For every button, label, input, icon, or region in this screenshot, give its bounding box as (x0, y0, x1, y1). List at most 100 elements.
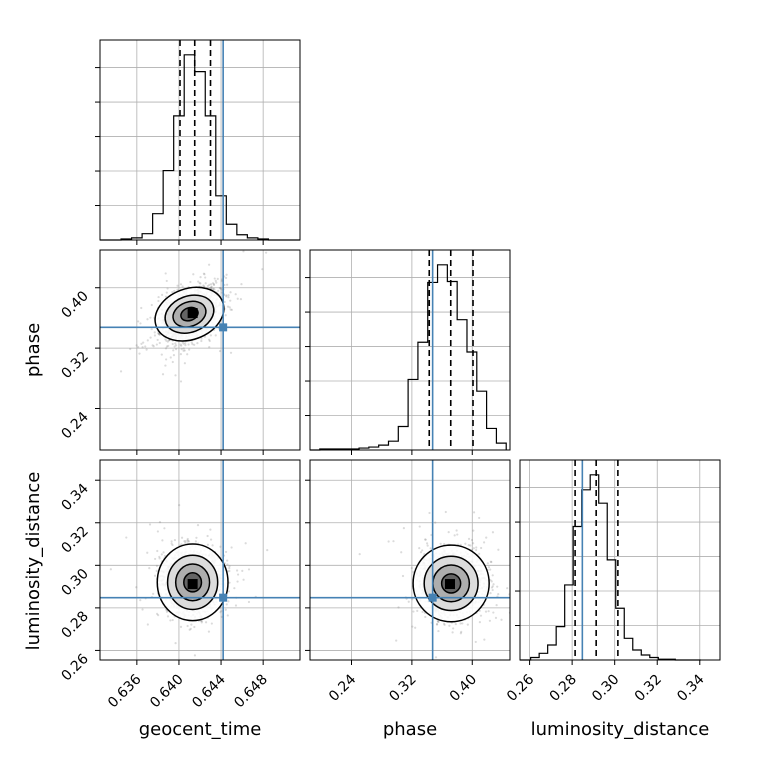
scatter-point (480, 546, 483, 550)
scatter-point (164, 272, 167, 275)
scatter-point (176, 288, 179, 291)
scatter-point (197, 280, 200, 283)
scatter-point (184, 343, 187, 347)
scatter-point (152, 345, 155, 348)
scatter-point (435, 623, 439, 626)
scatter-point (483, 638, 486, 641)
scatter-point (125, 536, 128, 539)
ytick-label-luminosity-distance: 0.34 (58, 481, 91, 514)
panel-content (100, 250, 300, 450)
scatter-point (207, 630, 211, 633)
scatter-point (209, 283, 213, 286)
scatter-point (475, 548, 478, 552)
scatter-point (162, 551, 165, 554)
scatter-point (213, 288, 216, 291)
scatter-point (213, 277, 216, 280)
scatter-point (193, 625, 196, 629)
ylabel-luminosity-distance: luminosity_distance (23, 472, 44, 651)
scatter-point (220, 615, 223, 618)
scatter-point (436, 620, 440, 623)
scatter-point (164, 338, 167, 341)
scatter-point (400, 551, 403, 554)
scatter-point (411, 625, 414, 628)
scatter-point (200, 621, 203, 624)
scatter-point (225, 294, 228, 297)
scatter-panel-geocent-time-luminosity-distance (100, 460, 300, 664)
scatter-point (195, 536, 198, 539)
scatter-point (156, 549, 159, 553)
scatter-point (227, 296, 230, 299)
scatter-point (148, 567, 151, 570)
scatter-point (506, 587, 509, 590)
scatter-point (489, 578, 492, 582)
scatter-point (428, 511, 431, 515)
scatter-point (156, 338, 159, 342)
scatter-point (109, 568, 112, 571)
scatter-point (228, 567, 231, 570)
scatter-point (456, 533, 459, 536)
scatter-point (491, 585, 494, 588)
scatter-point (144, 345, 147, 348)
scatter-point (148, 523, 152, 526)
scatter-point (434, 656, 438, 659)
hist-steps (310, 264, 507, 451)
scatter-point (418, 547, 421, 550)
xtick-label-luminosity-distance: 0.30 (589, 672, 622, 705)
scatter-point (139, 322, 142, 325)
scatter-point (204, 282, 207, 285)
scatter-point (196, 660, 198, 662)
scatter-point (170, 542, 173, 545)
scatter-point (228, 581, 231, 584)
scatter-point (202, 285, 206, 288)
scatter-point (264, 251, 268, 254)
panel-content (100, 460, 300, 664)
scatter-point (500, 618, 503, 621)
scatter-point (161, 373, 165, 376)
scatter-point (216, 277, 219, 280)
scatter-point (202, 272, 206, 275)
ytick-label-luminosity-distance: 0.30 (58, 566, 91, 599)
scatter-point (181, 341, 184, 344)
scatter-point (455, 529, 458, 532)
scatter-point (149, 336, 152, 339)
hist-steps (100, 54, 300, 241)
scatter-point (224, 608, 227, 611)
scatter-point (157, 333, 161, 336)
scatter-point (180, 348, 183, 351)
scatter-point (152, 592, 155, 595)
scatter-point (137, 320, 140, 323)
scatter-point (192, 273, 195, 276)
scatter-point (229, 308, 232, 311)
scatter-point (183, 540, 186, 543)
scatter-point (211, 544, 214, 547)
scatter-point (202, 284, 205, 287)
hist-frame (519, 459, 721, 661)
scatter-point (146, 339, 149, 342)
scatter-point (206, 534, 209, 538)
scatter-point (467, 537, 471, 540)
scatter-point (358, 553, 361, 556)
xtick-label-geocent-time: 0.648 (231, 672, 271, 712)
scatter-point (155, 612, 159, 615)
scatter-point (220, 279, 223, 283)
scatter-point (227, 294, 230, 297)
scatter-point (191, 343, 194, 346)
scatter-point (143, 662, 145, 664)
scatter-point (525, 576, 527, 578)
scatter-point (199, 282, 202, 285)
ytick-label-luminosity-distance: 0.32 (58, 523, 91, 556)
scatter-point (186, 353, 189, 356)
scatter-point (146, 551, 149, 554)
ytick-label-phase: 0.40 (58, 288, 91, 321)
scatter-point (155, 569, 158, 572)
scatter-point (158, 521, 162, 524)
scatter-point (211, 288, 215, 291)
scatter-point (472, 529, 475, 532)
scatter-point (167, 339, 171, 342)
scatter-point (165, 345, 169, 348)
scatter-point (224, 314, 227, 317)
xtick-label-luminosity-distance: 0.26 (504, 671, 537, 704)
scatter-point (429, 547, 432, 550)
scatter-point (226, 559, 229, 562)
scatter-point (242, 578, 245, 581)
